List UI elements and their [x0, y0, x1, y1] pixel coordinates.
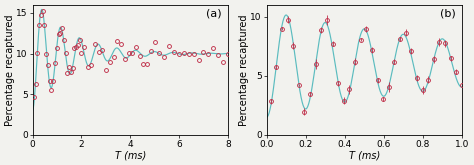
- Y-axis label: Percentage recaptured: Percentage recaptured: [239, 14, 249, 126]
- Text: (a): (a): [206, 9, 222, 19]
- Y-axis label: Percentage recaptured: Percentage recaptured: [5, 14, 15, 126]
- Text: (b): (b): [440, 9, 456, 19]
- X-axis label: T (ms): T (ms): [115, 150, 146, 160]
- X-axis label: T (ms): T (ms): [349, 150, 380, 160]
